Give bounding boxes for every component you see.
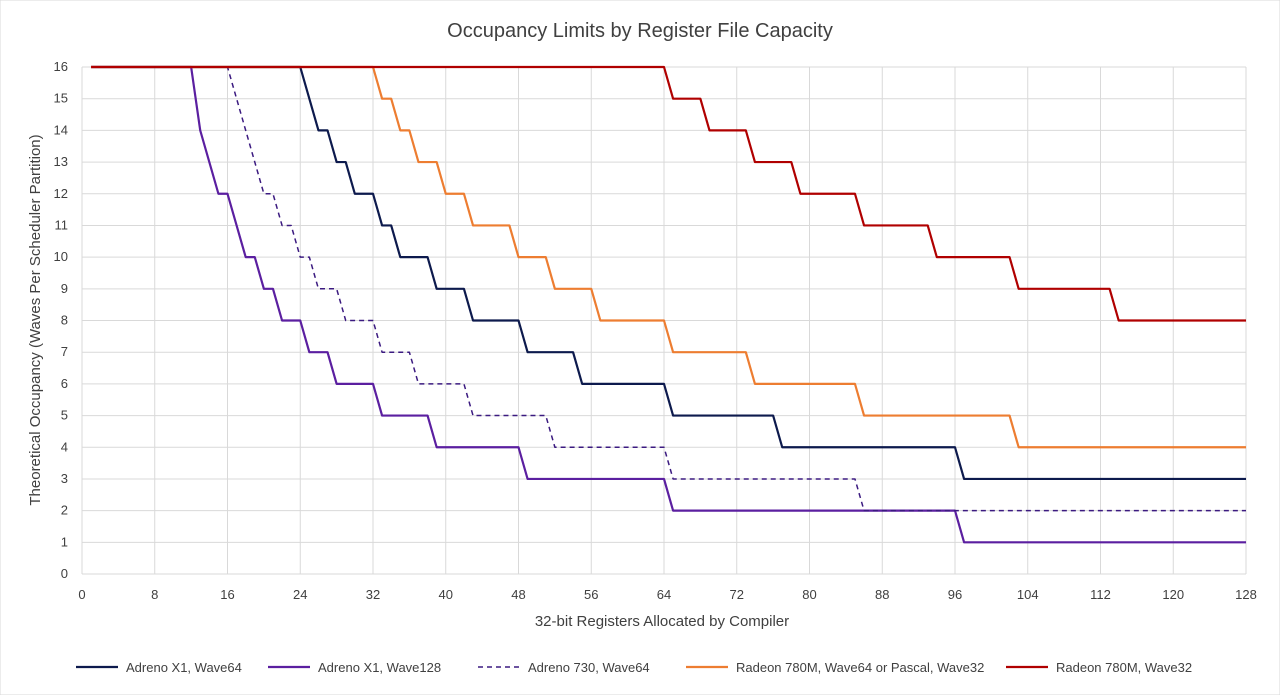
- legend-label-2: Adreno X1, Wave128: [318, 660, 441, 675]
- series-line-4: [91, 65, 1246, 449]
- legend-label-3: Adreno 730, Wave64: [528, 660, 650, 675]
- legend-label-4: Radeon 780M, Wave64 or Pascal, Wave32: [736, 660, 984, 675]
- x-tick-label: 104: [1017, 587, 1039, 602]
- x-tick-label: 64: [657, 587, 671, 602]
- x-tick-label: 72: [730, 587, 744, 602]
- y-tick-label: 7: [61, 344, 68, 359]
- gridlines: [81, 66, 1247, 575]
- y-tick-label: 11: [55, 217, 69, 232]
- series-line-3: [91, 66, 1246, 512]
- y-tick-label: 15: [54, 91, 68, 106]
- y-tick-label: 2: [61, 503, 68, 518]
- series-line-5: [91, 65, 1246, 322]
- x-tick-label: 40: [439, 587, 453, 602]
- series-line-1: [91, 65, 1246, 481]
- x-axis-label: 32-bit Registers Allocated by Compiler: [535, 613, 789, 630]
- series-line-2: [91, 65, 1246, 544]
- y-tick-label: 10: [54, 249, 68, 264]
- x-tick-label: 112: [1090, 587, 1111, 602]
- x-tick-label: 80: [802, 587, 816, 602]
- y-tick-label: 6: [61, 376, 68, 391]
- legend-label-5: Radeon 780M, Wave32: [1056, 660, 1192, 675]
- legend: Adreno X1, Wave64 Adreno X1, Wave128 Adren…: [76, 660, 1192, 675]
- x-tick-label: 32: [366, 587, 380, 602]
- y-tick-label: 14: [54, 122, 68, 137]
- y-tick-label: 12: [54, 186, 68, 201]
- x-tick-label: 0: [78, 587, 85, 602]
- y-tick-label: 5: [61, 408, 68, 423]
- x-tick-label: 128: [1235, 587, 1257, 602]
- x-tick-label: 120: [1162, 587, 1184, 602]
- x-tick-label: 8: [151, 587, 158, 602]
- x-tick-label: 16: [220, 587, 234, 602]
- y-tick-label: 9: [61, 281, 68, 296]
- x-axis-ticks: 0 8 16 24 32 40 48 56 64 72 80 88 96 104 112 120 128: [78, 587, 1256, 602]
- y-axis-label: Theoretical Occupancy (Waves Per Schedul…: [27, 134, 44, 505]
- legend-label-1: Adreno X1, Wave64: [126, 660, 242, 675]
- x-tick-label: 48: [511, 587, 525, 602]
- y-tick-label: 13: [54, 154, 68, 169]
- y-tick-label: 0: [61, 566, 68, 581]
- x-tick-label: 88: [875, 587, 889, 602]
- y-tick-label: 16: [54, 59, 68, 74]
- series-lines: [91, 65, 1246, 544]
- chart-title: Occupancy Limits by Register File Capaci…: [447, 20, 833, 42]
- x-tick-label: 96: [948, 587, 962, 602]
- y-tick-label: 3: [61, 471, 68, 486]
- y-tick-label: 4: [61, 439, 68, 454]
- y-tick-label: 8: [61, 313, 68, 328]
- y-tick-label: 1: [61, 534, 68, 549]
- x-tick-label: 24: [293, 587, 307, 602]
- x-tick-label: 56: [584, 587, 598, 602]
